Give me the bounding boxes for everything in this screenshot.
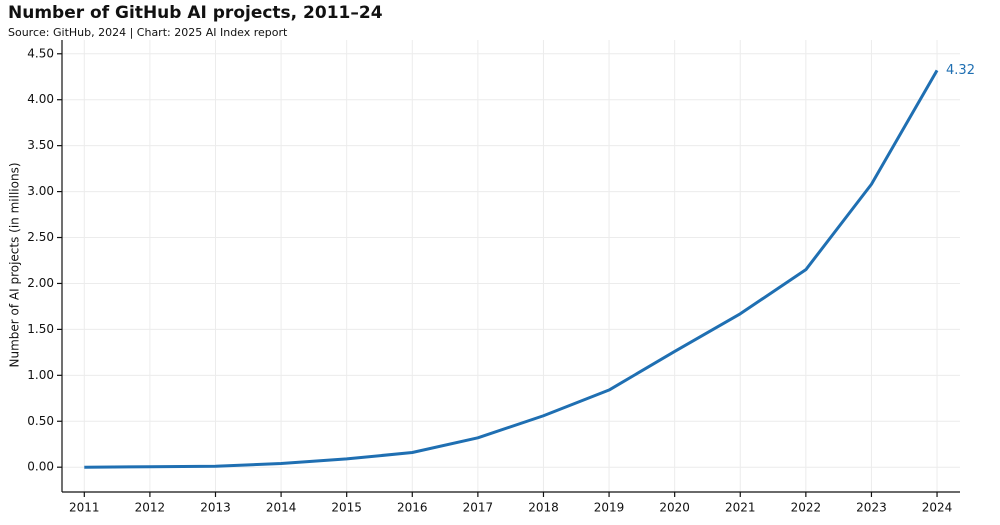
y-axis-label: Number of AI projects (in millions)	[8, 162, 22, 367]
x-tick-label: 2023	[856, 501, 887, 515]
y-tick-label: 3.50	[27, 138, 54, 152]
x-tick-label: 2016	[397, 501, 428, 515]
x-tick-label: 2011	[69, 501, 100, 515]
x-tick-label: 2021	[725, 501, 756, 515]
x-tick-label: 2015	[331, 501, 362, 515]
x-tick-label: 2019	[594, 501, 625, 515]
x-tick-label: 2012	[135, 501, 166, 515]
y-tick-label: 3.00	[27, 184, 54, 198]
data-line	[84, 69, 939, 469]
x-tick-label: 2017	[463, 501, 494, 515]
y-tick-label: 1.50	[27, 322, 54, 336]
x-tick-label: 2014	[266, 501, 297, 515]
y-tick-label: 1.00	[27, 368, 54, 382]
x-tick-label: 2020	[659, 501, 690, 515]
chart-title: Number of GitHub AI projects, 2011–24	[8, 3, 383, 23]
y-tick-label: 0.00	[27, 460, 54, 474]
x-tick-label: 2013	[200, 501, 231, 515]
y-tick-label: 2.50	[27, 230, 54, 244]
data-label: 4.32	[946, 63, 975, 78]
x-tick-label: 2022	[791, 501, 822, 515]
y-tick-label: 4.50	[27, 46, 54, 60]
y-tick-label: 2.00	[27, 276, 54, 290]
x-tick-label: 2024	[922, 501, 953, 515]
y-tick-label: 0.50	[27, 414, 54, 428]
x-tick-label: 2018	[528, 501, 559, 515]
y-tick-label: 4.00	[27, 92, 54, 106]
chart-subtitle: Source: GitHub, 2024 | Chart: 2025 AI In…	[8, 26, 288, 39]
